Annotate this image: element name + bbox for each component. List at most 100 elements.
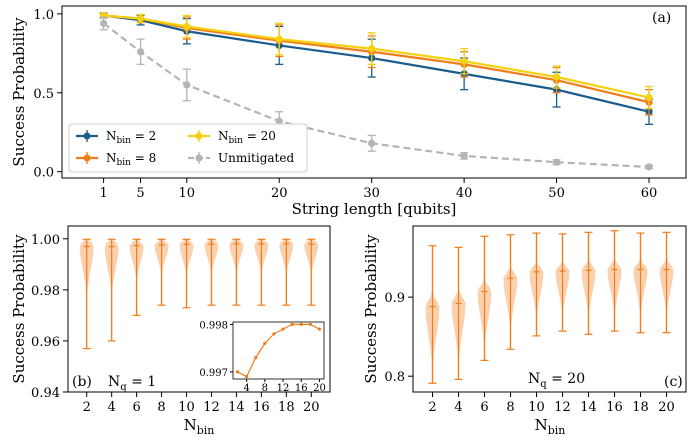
violin <box>79 238 94 350</box>
inset-point <box>281 327 285 331</box>
inset-point <box>235 370 240 374</box>
violin <box>154 238 169 306</box>
data-point <box>460 57 468 65</box>
panel-a-ylabel: Success Probability <box>10 17 28 167</box>
x-tick-label: 10 <box>528 400 545 415</box>
y-tick-label: 0.5 <box>33 87 54 102</box>
panel-b-annotation: Nq = 1 <box>108 374 156 393</box>
violin <box>659 231 674 334</box>
x-tick-label: 4 <box>454 400 462 415</box>
x-tick-label: 6 <box>132 400 140 415</box>
panel-b-frame <box>67 225 331 393</box>
panel-c-frame <box>412 225 687 393</box>
data-point <box>136 15 145 23</box>
data-point <box>645 163 653 171</box>
data-point <box>183 22 191 31</box>
x-tick-label: 12 <box>203 400 220 415</box>
inset-x-tick-label: 12 <box>277 383 290 394</box>
violin <box>129 238 144 316</box>
series-line <box>102 22 650 169</box>
panel-b-label: (b) <box>72 374 92 390</box>
series-2 <box>99 11 654 110</box>
panel-c: 2 4 6 8 10 12 14 16 18 200.80.9 (c) Nq = 20 Nbin … <box>362 225 687 437</box>
x-tick-label: 16 <box>606 400 623 415</box>
series-line <box>103 14 650 113</box>
panel-a-frame <box>61 5 687 179</box>
inset-x-tick-label: 16 <box>295 383 308 394</box>
panel-c-label: (c) <box>664 374 683 390</box>
x-tick-label: 20 <box>271 186 288 201</box>
y-tick-label: 0.96 <box>31 335 60 350</box>
violin <box>581 231 596 335</box>
x-tick-label: 12 <box>554 400 571 415</box>
violin <box>179 238 194 309</box>
x-tick-label: 20 <box>658 400 675 415</box>
data-point <box>552 73 561 81</box>
y-tick-label: 0.8 <box>384 370 405 385</box>
legend-item: Unmitigated <box>188 151 294 165</box>
y-tick-label: 0.98 <box>31 284 60 299</box>
legend-frame <box>68 123 308 173</box>
legend-label: Nbin = 20 <box>218 129 276 146</box>
inset-point <box>290 322 294 326</box>
x-tick-label: 10 <box>179 186 196 201</box>
legend-item: Nbin = 8 <box>76 151 156 168</box>
series-3 <box>99 16 654 171</box>
x-tick-label: 8 <box>506 400 514 415</box>
x-tick-label: 2 <box>428 400 436 415</box>
x-tick-label: 8 <box>157 400 165 415</box>
x-tick-label: 50 <box>548 186 565 201</box>
violin <box>229 238 244 306</box>
violin <box>503 234 518 350</box>
legend: Nbin = 2 Nbin = 8 Nbin = 20 Unmitigated <box>68 123 308 173</box>
x-tick-label: 30 <box>363 186 380 201</box>
inset-y-tick-label: 0.998 <box>199 320 228 331</box>
data-point <box>183 81 191 89</box>
data-point <box>136 48 145 56</box>
x-tick-label: 10 <box>178 400 195 415</box>
inset-point <box>245 375 249 379</box>
legend-label: Nbin = 2 <box>106 129 156 146</box>
x-tick-label: 16 <box>253 400 270 415</box>
violin <box>633 232 648 334</box>
y-tick-label: 1.0 <box>33 8 54 23</box>
inset-point <box>299 322 303 326</box>
x-tick-label: 4 <box>108 400 116 415</box>
series-line <box>103 14 650 99</box>
panel-b-xlabel: Nbin <box>184 416 215 437</box>
series-0 <box>99 11 654 125</box>
data-point <box>460 152 468 160</box>
violin <box>254 238 269 306</box>
y-tick-label: 0.94 <box>31 386 60 401</box>
x-tick-label: 1 <box>99 186 107 201</box>
y-tick-label: 0.0 <box>33 166 54 181</box>
violin <box>104 238 119 342</box>
legend-item: Nbin = 2 <box>76 129 156 146</box>
data-point <box>645 93 653 102</box>
x-tick-label: 18 <box>632 400 649 415</box>
inset-point <box>308 322 312 326</box>
panel-b-ylabel: Success Probability <box>10 234 28 384</box>
panel-c-xlabel: Nbin <box>535 416 566 437</box>
legend-item: Nbin = 20 <box>188 129 276 146</box>
y-tick-label: 0.9 <box>384 291 405 306</box>
data-point <box>552 158 561 166</box>
inset-frame <box>232 321 325 380</box>
violin <box>425 245 440 384</box>
y-tick-label: 1.00 <box>31 233 60 248</box>
inset-point <box>272 332 276 336</box>
x-tick-label: 20 <box>303 400 320 415</box>
series-1 <box>99 11 654 116</box>
x-tick-label: 14 <box>228 400 245 415</box>
x-tick-label: 5 <box>136 186 144 201</box>
x-tick-label: 6 <box>480 400 488 415</box>
panel-b-inset: 4 8 12 16 20 0.997 0.998 <box>199 320 325 394</box>
violin <box>529 232 544 337</box>
inset-x-tick-label: 20 <box>313 383 326 394</box>
legend-label: Unmitigated <box>218 151 294 165</box>
x-tick-label: 14 <box>580 400 597 415</box>
x-tick-label: 60 <box>641 186 658 201</box>
x-tick-label: 40 <box>456 186 473 201</box>
inset-y-tick-label: 0.997 <box>199 368 228 379</box>
inset-x-tick-label: 4 <box>243 383 249 394</box>
